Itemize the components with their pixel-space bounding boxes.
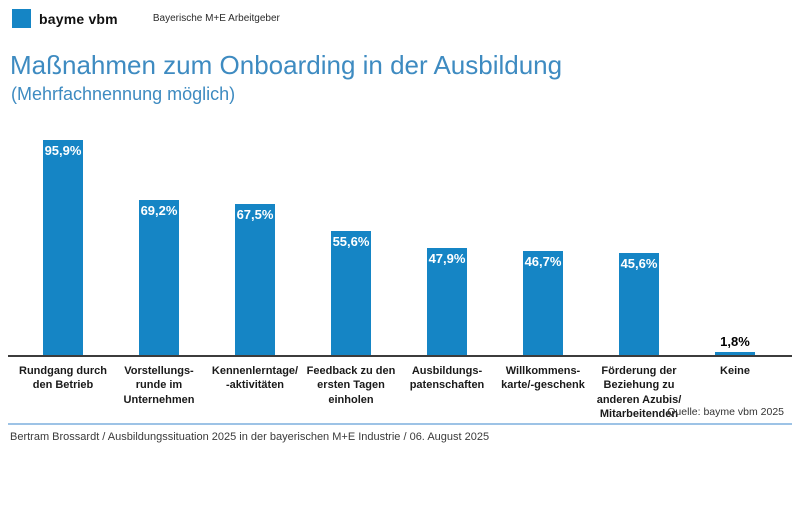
- bar-column: 47,9%: [399, 131, 495, 356]
- bar-column: 69,2%: [111, 131, 207, 356]
- category-label: Vorstellungs- runde im Unternehmen: [123, 365, 195, 406]
- bar-column: 55,6%: [303, 131, 399, 356]
- bar-value-label: 67,5%: [236, 207, 274, 223]
- category-label: Feedback zu den ersten Tagen einholen: [306, 365, 396, 406]
- bar: 69,2%: [139, 200, 179, 356]
- category-axis-labels: Rundgang durch den Betrieb Vorstellungs-…: [15, 364, 783, 421]
- bar: 55,6%: [331, 230, 371, 356]
- bar-column: 46,7%: [495, 131, 591, 356]
- bar: 47,9%: [427, 248, 467, 356]
- bar-column: 1,8%: [687, 131, 783, 356]
- bar-column: 95,9%: [15, 131, 111, 356]
- bar-value-label: 46,7%: [524, 253, 562, 269]
- bar: 45,6%: [619, 253, 659, 356]
- chart-title: Maßnahmen zum Onboarding in der Ausbildu…: [10, 50, 563, 80]
- category-label: Willkommens- karte/-geschenk: [501, 365, 585, 392]
- bar-value-label: 69,2%: [140, 203, 178, 219]
- category-label: Förderung der Beziehung zu anderen Azubi…: [596, 365, 682, 420]
- brand-tagline: Bayerische M+E Arbeitgeber: [152, 13, 280, 24]
- bar: 67,5%: [235, 204, 275, 356]
- category-label: Keine: [720, 365, 750, 377]
- bar: 46,7%: [523, 250, 563, 356]
- category-label: Ausbildungs- patenschaften: [409, 365, 485, 392]
- bar-column: 45,6%: [591, 131, 687, 356]
- bar-value-label: 1,8%: [720, 333, 750, 349]
- bar-value-label: 55,6%: [332, 233, 370, 249]
- bar-column: 67,5%: [207, 131, 303, 356]
- brand-logo-icon: [12, 9, 31, 28]
- chart-subtitle: (Mehrfachnennung möglich): [11, 84, 236, 104]
- source-note: Quelle: bayme vbm 2025: [667, 406, 784, 418]
- footer-divider: [8, 423, 792, 425]
- brand-name: bayme vbm: [39, 10, 118, 27]
- bar-value-label: 45,6%: [620, 256, 658, 272]
- bar-chart-plot-area: 95,9% 69,2% 67,5% 55,6% 47,9% 46,7% 45,6…: [15, 131, 783, 356]
- x-axis-line: [8, 355, 792, 357]
- bar: 95,9%: [43, 140, 83, 356]
- bar-value-label: 47,9%: [428, 251, 466, 267]
- category-label: Kennenlerntage/ -aktivitäten: [211, 365, 299, 392]
- bar-value-label: 95,9%: [44, 143, 82, 159]
- bar: 1,8%: [715, 334, 755, 356]
- header: bayme vbm Bayerische M+E Arbeitgeber: [12, 9, 280, 28]
- category-label: Rundgang durch den Betrieb: [19, 365, 107, 392]
- footer-caption: Bertram Brossardt / Ausbildungssituation…: [10, 431, 490, 443]
